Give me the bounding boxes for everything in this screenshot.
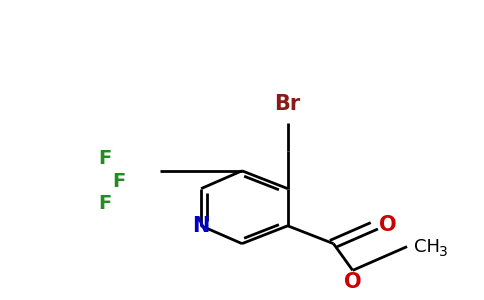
Text: F: F bbox=[113, 172, 126, 191]
Text: Br: Br bbox=[274, 94, 301, 114]
Text: 3: 3 bbox=[439, 245, 448, 259]
Text: N: N bbox=[193, 216, 210, 236]
Text: F: F bbox=[98, 194, 111, 213]
Text: O: O bbox=[344, 272, 362, 292]
Text: F: F bbox=[98, 149, 111, 168]
Text: CH: CH bbox=[414, 238, 440, 256]
Text: O: O bbox=[379, 215, 397, 235]
